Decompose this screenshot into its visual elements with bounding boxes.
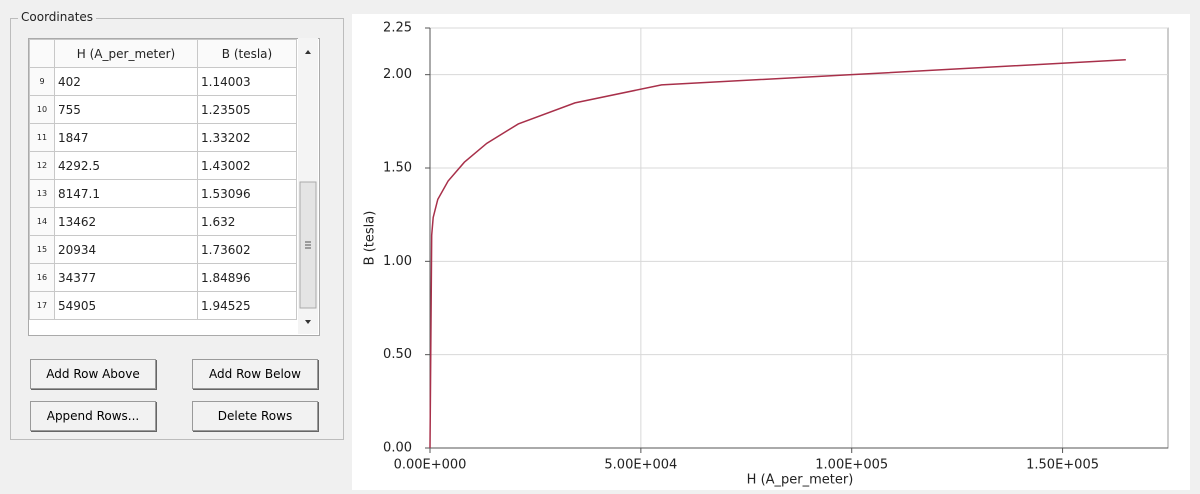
table-row[interactable]: 15 20934 1.73602 <box>29 235 297 264</box>
table-row[interactable]: 9 402 1.14003 <box>29 67 297 96</box>
row-number: 16 <box>29 263 55 292</box>
scrollbar-graphic <box>299 50 317 324</box>
table-cell[interactable]: 1.94525 <box>197 291 297 320</box>
x-tick-label: 1.50E+005 <box>1026 458 1099 473</box>
row-number: 13 <box>29 179 55 208</box>
coordinates-table: H (A_per_meter) B (tesla) 9 402 1.14003 10 75… <box>28 38 320 336</box>
row-number: 14 <box>29 207 55 236</box>
x-tick-label: 1.00E+005 <box>815 458 888 473</box>
x-axis-label: H (A_per_meter) <box>747 473 854 488</box>
x-tick-label: 0.00E+000 <box>394 458 467 473</box>
plot-frame <box>429 27 1169 449</box>
bh-curve <box>429 58 1126 449</box>
table-cell[interactable]: 402 <box>54 67 198 96</box>
table-cell[interactable]: 1.84896 <box>197 263 297 292</box>
table-row[interactable]: 13 8147.1 1.53096 <box>29 179 297 208</box>
row-number: 15 <box>29 235 55 264</box>
table-cell[interactable]: 1.43002 <box>197 151 297 180</box>
table-cell[interactable]: 34377 <box>54 263 198 292</box>
y-tick-label: 0.50 <box>383 347 412 362</box>
table-row[interactable]: 14 13462 1.632 <box>29 207 297 236</box>
table-cell[interactable]: 1.23505 <box>197 95 297 124</box>
table-row[interactable]: 10 755 1.23505 <box>29 95 297 124</box>
table: H (A_per_meter) B (tesla) 9 402 1.14003 10 75… <box>29 39 297 320</box>
row-number: 9 <box>29 67 55 96</box>
y-axis-label: B (tesla) <box>363 211 378 266</box>
y-tick-label: 2.25 <box>383 21 412 36</box>
chart-background <box>352 14 1190 490</box>
table-cell[interactable]: 1.73602 <box>197 235 297 264</box>
add-row-below-button[interactable]: Add Row Below <box>192 359 318 389</box>
header-row: H (A_per_meter) B (tesla) <box>29 39 297 68</box>
table-cell[interactable]: 1.33202 <box>197 123 297 152</box>
table-cell[interactable]: 1847 <box>54 123 198 152</box>
table-cell[interactable]: 1.53096 <box>197 179 297 208</box>
x-tick-label: 5.00E+004 <box>604 458 677 473</box>
table-cell[interactable]: 54905 <box>54 291 198 320</box>
append-rows-button[interactable]: Append Rows... <box>30 401 156 431</box>
group-title: Coordinates <box>18 10 97 24</box>
y-tick-label: 1.00 <box>383 254 412 269</box>
table-cell[interactable]: 4292.5 <box>54 151 198 180</box>
row-number: 11 <box>29 123 55 152</box>
table-row[interactable]: 16 34377 1.84896 <box>29 263 297 292</box>
table-cell[interactable]: 13462 <box>54 207 198 236</box>
delete-rows-button[interactable]: Delete Rows <box>192 401 318 431</box>
table-row[interactable]: 11 1847 1.33202 <box>29 123 297 152</box>
column-header: H (A_per_meter) <box>54 39 198 68</box>
row-number: 17 <box>29 291 55 320</box>
table-cell[interactable]: 1.14003 <box>197 67 297 96</box>
y-tick-label: 0.00 <box>383 441 412 456</box>
coordinates-group <box>10 18 344 440</box>
table-cell[interactable]: 1.632 <box>197 207 297 236</box>
add-row-above-button[interactable]: Add Row Above <box>30 359 156 389</box>
table-row[interactable]: 17 54905 1.94525 <box>29 291 297 320</box>
table-cell[interactable]: 755 <box>54 95 198 124</box>
table-row[interactable]: 12 4292.5 1.43002 <box>29 151 297 180</box>
row-number: 12 <box>29 151 55 180</box>
y-tick-label: 2.00 <box>383 67 412 82</box>
corner <box>29 39 55 68</box>
scrollbar[interactable] <box>298 38 318 334</box>
table-cell[interactable]: 8147.1 <box>54 179 198 208</box>
table-cell[interactable]: 20934 <box>54 235 198 264</box>
column-header: B (tesla) <box>197 39 297 68</box>
row-number: 10 <box>29 95 55 124</box>
y-tick-label: 1.50 <box>383 161 412 176</box>
